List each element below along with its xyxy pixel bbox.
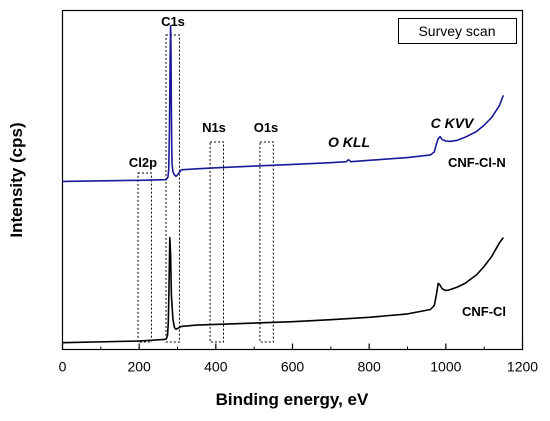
peak-box-cl2p (137, 172, 152, 343)
survey-scan-box (398, 18, 517, 44)
x-tick-label: 600 (281, 359, 305, 375)
annotation-n1s: N1s (202, 120, 226, 135)
x-axis-ticks: 0 200 400 600 800 1000 1200 (59, 343, 538, 375)
y-axis-title: Intensity (cps) (7, 122, 26, 237)
peak-box-n1s (209, 141, 224, 343)
series-label-cnf-cl-n: CNF-Cl-N (448, 155, 506, 170)
x-tick-label: 200 (127, 359, 151, 375)
annotation-o1s: O1s (254, 120, 279, 135)
annotation-c-kvv: C KVV (431, 115, 475, 131)
x-tick-label: 400 (204, 359, 228, 375)
series-line-cnf-cl (62, 236, 504, 344)
annotation-c1s: C1s (161, 14, 185, 29)
peak-box-o1s (259, 141, 274, 343)
x-tick-label: 0 (59, 359, 67, 375)
series-line-cnf-cl-n (62, 24, 505, 183)
x-tick-label: 1000 (430, 359, 461, 375)
x-tick-label: 1200 (507, 359, 538, 375)
peak-region-boxes (137, 34, 274, 343)
series-label-cnf-cl: CNF-Cl (462, 304, 506, 319)
x-tick-label: 800 (357, 359, 381, 375)
x-axis-title: Binding energy, eV (216, 390, 369, 409)
survey-scan-label: Survey scan (418, 23, 495, 39)
annotation-cl2p: Cl2p (129, 155, 157, 170)
annotation-o-kll: O KLL (328, 134, 370, 150)
series-layer (62, 24, 505, 344)
